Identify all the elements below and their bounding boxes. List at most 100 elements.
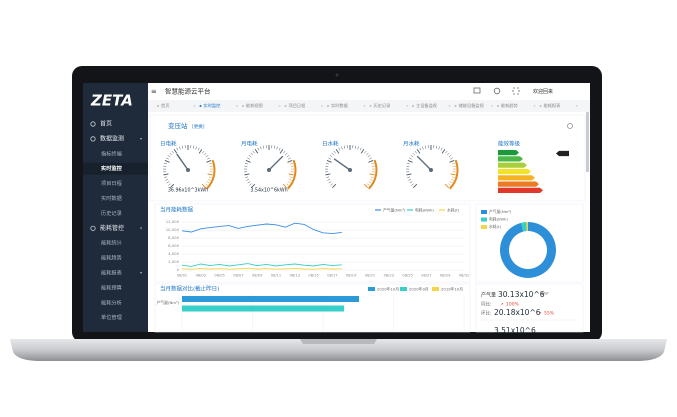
legend-label[interactable]: 电耗(kWh) (489, 217, 508, 222)
tab-close[interactable]: × (448, 104, 451, 108)
tab-close[interactable]: × (363, 104, 366, 108)
gauge-tick (440, 147, 443, 151)
gauge-tick (173, 148, 178, 154)
station-change[interactable]: [更换] (192, 123, 205, 130)
tab-dot (454, 105, 457, 107)
gauge-tick (284, 152, 288, 156)
fullscreen-icon[interactable] (512, 87, 520, 95)
gauge-tick (254, 148, 259, 154)
tab-close[interactable]: × (491, 104, 494, 108)
submenu-item[interactable]: 实时数据 (101, 194, 122, 202)
tab[interactable]: 项目日程 (289, 102, 307, 109)
submenu-item[interactable]: 单位管理 (101, 313, 123, 321)
gauge-tick (333, 150, 336, 154)
tab-close[interactable]: × (193, 104, 196, 108)
gauge-tick (203, 152, 207, 156)
top-bar (148, 83, 590, 100)
tab-close[interactable]: × (533, 104, 536, 108)
legend-swatch (481, 225, 487, 229)
user-menu[interactable]: 欢迎回来 (533, 88, 553, 95)
gauge-tick (369, 173, 375, 176)
gauge-tick (448, 155, 452, 158)
tab[interactable]: 能耗报表 (544, 102, 562, 109)
gauge-tick (329, 155, 333, 158)
gauge-tick (332, 183, 337, 188)
gauge-tick (406, 173, 412, 176)
tab[interactable]: 首页 (161, 102, 169, 109)
gauge-tick (422, 146, 424, 150)
legend-label[interactable]: 产气量(Nm³) (489, 209, 512, 214)
bar (182, 305, 345, 312)
gauge-tick (409, 157, 412, 160)
submenu-item[interactable]: 能耗趋势 (101, 254, 122, 262)
legend-label[interactable]: 产气量(Nm³) (383, 207, 406, 212)
gauge-tick (435, 145, 438, 149)
gauge-warning-arc (206, 159, 216, 190)
gauge-tick (201, 183, 206, 188)
gauge-tick (413, 183, 418, 188)
gauge-tick (197, 147, 200, 151)
mom-label: 环比: (481, 310, 492, 317)
tab[interactable]: 能耗视图 (246, 102, 263, 109)
laptop-notch (300, 339, 377, 344)
tab[interactable]: 实时监控 (204, 102, 222, 109)
gauge-tick (206, 160, 212, 163)
gauge-tick (371, 162, 375, 165)
y-tick-label: 0 (177, 267, 180, 272)
tab-close[interactable]: × (321, 104, 324, 108)
submenu-item[interactable]: 实时监控 (101, 164, 123, 172)
gauge-tick (164, 176, 168, 178)
submenu-item[interactable]: 指标终端 (101, 149, 122, 157)
mom-percent: 55% (544, 311, 555, 317)
gauge-tick (245, 176, 249, 178)
x-tick-label: 08/15 (308, 274, 318, 278)
info-icon[interactable] (567, 123, 573, 129)
tab-close[interactable]: × (576, 104, 579, 108)
gauge-tick (169, 152, 173, 156)
tab[interactable]: 能耗趋势 (501, 102, 519, 109)
legend-label[interactable]: 水耗(t) (489, 224, 502, 229)
tab[interactable]: 储能设备监视 (459, 102, 485, 109)
submenu-item[interactable]: 能耗报表 (101, 269, 123, 277)
tab[interactable]: 主设备监视 (416, 102, 438, 109)
legend-label[interactable]: 2020年10月 (377, 286, 399, 291)
tab-close[interactable]: × (406, 104, 409, 108)
gauge-tick (247, 157, 250, 160)
gauge-warning-arc (449, 159, 459, 190)
tab[interactable]: 实时数据 (331, 102, 348, 109)
tab-close[interactable]: × (236, 104, 239, 108)
scrollbar[interactable] (586, 112, 589, 172)
submenu-item[interactable]: 项目日程 (101, 179, 122, 187)
summary: 产气量 30.13x10^6 Nm³ 同比: ↗ 100% 环比: 20.18x… (480, 290, 578, 335)
legend-label[interactable]: 电耗(kWh) (415, 207, 434, 212)
submenu-item[interactable]: 能耗统计 (101, 239, 122, 247)
menu-item[interactable]: 数据监测 (100, 134, 124, 142)
x-tick-label: 08/19 (346, 274, 357, 278)
tab[interactable]: 历史记录 (374, 102, 391, 109)
gauge-tick (163, 162, 167, 165)
tab-close[interactable]: × (278, 104, 281, 108)
gauge-tick (287, 181, 291, 184)
gauge-tick (326, 160, 332, 163)
gauge-tick (288, 178, 292, 181)
submenu-item[interactable]: 历史记录 (101, 209, 122, 217)
menu-item[interactable]: 能耗管控 (100, 224, 124, 232)
summary-label: 产气量 (481, 292, 496, 299)
legend-label[interactable]: 2019年10月 (441, 286, 463, 291)
efficiency-grade (498, 187, 543, 194)
legend-swatch (481, 217, 487, 222)
gauge-tick (325, 173, 331, 176)
legend-label[interactable]: 2020年9月 (409, 286, 429, 291)
gauge-tick (168, 183, 171, 186)
submenu-item[interactable]: 能耗预算 (101, 283, 122, 291)
legend-label[interactable]: 水耗(t) (447, 207, 460, 212)
efficiency-grade (498, 150, 519, 156)
menu-toggle[interactable]: ≡ (151, 88, 157, 96)
menu-item[interactable]: 首页 (100, 120, 112, 128)
refresh-icon[interactable] (493, 87, 501, 95)
gauge-tick (407, 176, 411, 178)
y-tick-label: 12,000 (166, 219, 180, 224)
submenu-item[interactable]: 能耗分析 (101, 298, 122, 306)
screen-icon[interactable] (473, 87, 481, 94)
gauge-tick (167, 155, 171, 158)
